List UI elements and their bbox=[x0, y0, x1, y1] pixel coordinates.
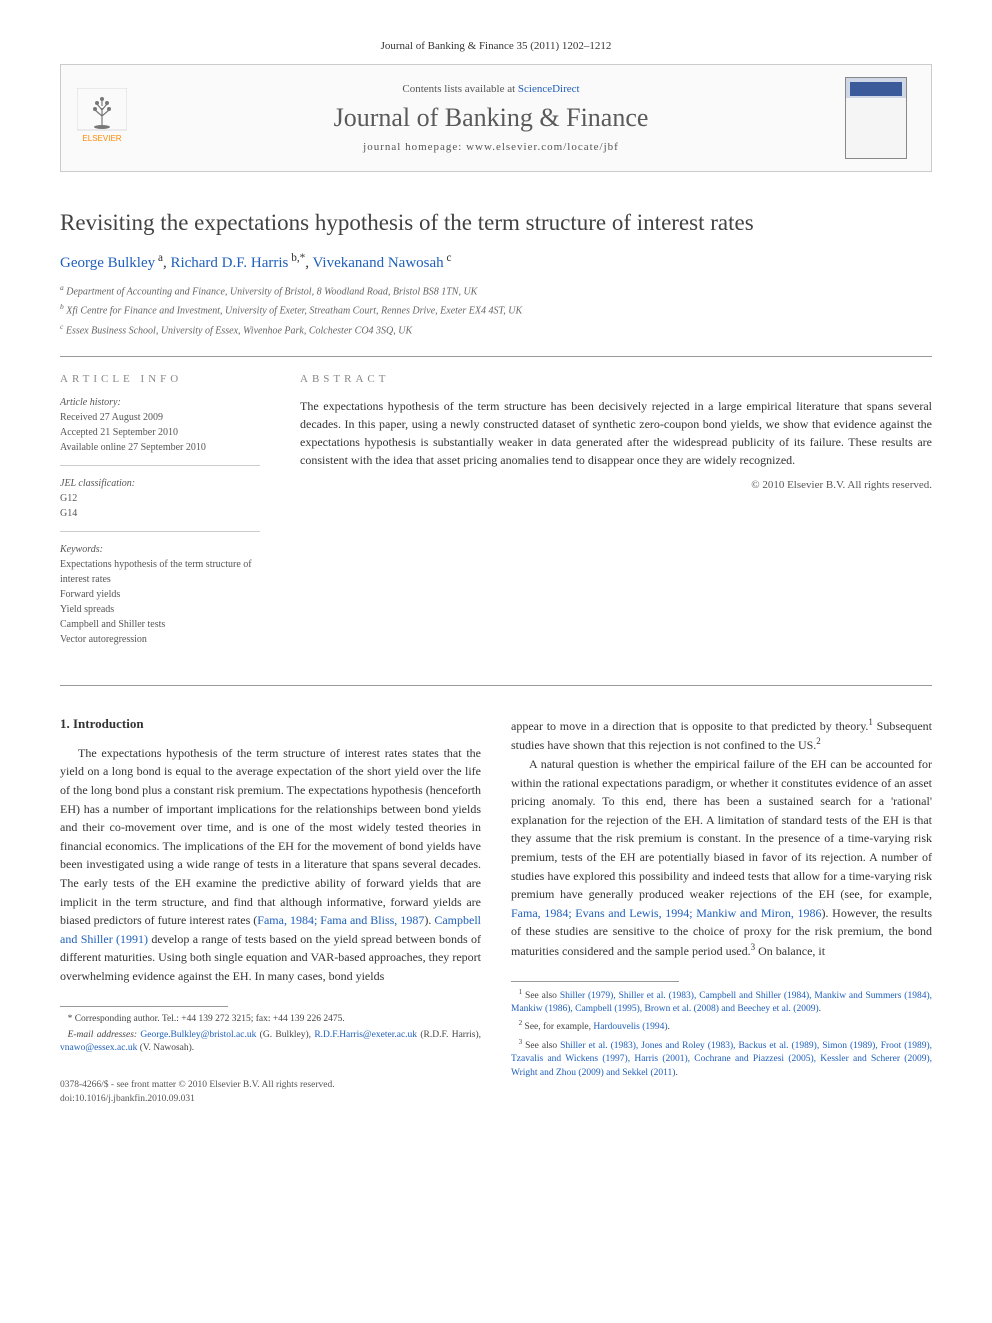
jel-code: G14 bbox=[60, 506, 260, 521]
intro-paragraph: The expectations hypothesis of the term … bbox=[60, 744, 481, 986]
affiliation-a: a Department of Accounting and Finance, … bbox=[60, 282, 932, 299]
authors-line: George Bulkley a, Richard D.F. Harris b,… bbox=[60, 252, 932, 272]
footnote-1: 1 See also Shiller (1979), Shiller et al… bbox=[511, 988, 932, 1017]
footnote-3: 3 See also Shiller et al. (1983), Jones … bbox=[511, 1038, 932, 1080]
intro-heading: 1. Introduction bbox=[60, 716, 481, 732]
abstract-heading: ABSTRACT bbox=[300, 373, 932, 385]
svg-text:ELSEVIER: ELSEVIER bbox=[82, 134, 121, 143]
footnote-2: 2 See, for example, Hardouvelis (1994). bbox=[511, 1019, 932, 1034]
abstract-copyright: © 2010 Elsevier B.V. All rights reserved… bbox=[300, 479, 932, 491]
email-link[interactable]: R.D.F.Harris@exeter.ac.uk bbox=[314, 1030, 417, 1040]
contents-available-line: Contents lists available at ScienceDirec… bbox=[137, 83, 845, 95]
bottom-copyright-block: 0378-4266/$ - see front matter © 2010 El… bbox=[60, 1079, 481, 1106]
citation-link[interactable]: Shiller (1979), Shiller et al. (1983), C… bbox=[511, 991, 932, 1014]
keyword: Expectations hypothesis of the term stru… bbox=[60, 557, 260, 587]
intro-paragraph-cont: appear to move in a direction that is op… bbox=[511, 716, 932, 755]
keyword: Campbell and Shiller tests bbox=[60, 617, 260, 632]
corresponding-footnote: * Corresponding author. Tel.: +44 139 27… bbox=[60, 1013, 481, 1056]
affil-marker: a bbox=[155, 252, 163, 264]
author-link[interactable]: Richard D.F. Harris bbox=[170, 255, 288, 271]
article-info-column: ARTICLE INFO Article history: Received 2… bbox=[60, 373, 260, 669]
abstract-text: The expectations hypothesis of the term … bbox=[300, 397, 932, 469]
footnote-rule bbox=[60, 1006, 228, 1007]
elsevier-tree-logo: ELSEVIER bbox=[77, 88, 127, 144]
journal-cover-container bbox=[845, 77, 915, 159]
author-link[interactable]: Vivekanand Nawosah bbox=[313, 255, 444, 271]
keyword: Yield spreads bbox=[60, 602, 260, 617]
citation-link[interactable]: Hardouvelis (1994) bbox=[593, 1023, 667, 1033]
footnote-marker: 3 bbox=[751, 942, 756, 952]
journal-header-center: Contents lists available at ScienceDirec… bbox=[137, 83, 845, 153]
left-column: 1. Introduction The expectations hypothe… bbox=[60, 716, 481, 1106]
keyword: Vector autoregression bbox=[60, 632, 260, 647]
affiliation-text: Essex Business School, University of Ess… bbox=[66, 325, 412, 336]
corresponding-marker: * bbox=[300, 252, 306, 264]
journal-homepage-line: journal homepage: www.elsevier.com/locat… bbox=[137, 141, 845, 153]
jel-label: JEL classification: bbox=[60, 478, 260, 489]
citation-link[interactable]: Fama, 1984; Fama and Bliss, 1987 bbox=[257, 913, 424, 927]
history-accepted: Accepted 21 September 2010 bbox=[60, 425, 260, 440]
intro-body-right: appear to move in a direction that is op… bbox=[511, 716, 932, 961]
jel-code: G12 bbox=[60, 491, 260, 506]
keywords-label: Keywords: bbox=[60, 544, 260, 555]
keyword: Forward yields bbox=[60, 587, 260, 602]
abstract-column: ABSTRACT The expectations hypothesis of … bbox=[300, 373, 932, 669]
email-line: E-mail addresses: George.Bulkley@bristol… bbox=[60, 1029, 481, 1056]
author-link[interactable]: George Bulkley bbox=[60, 255, 155, 271]
affiliation-text: Xfi Centre for Finance and Investment, U… bbox=[66, 306, 522, 317]
affil-marker: b, bbox=[288, 252, 299, 264]
article-title: Revisiting the expectations hypothesis o… bbox=[60, 208, 932, 238]
affil-marker: c bbox=[444, 252, 452, 264]
citation-link[interactable]: Fama, 1984; Evans and Lewis, 1994; Manki… bbox=[511, 906, 822, 920]
corr-author-line: * Corresponding author. Tel.: +44 139 27… bbox=[60, 1013, 481, 1026]
homepage-prefix: journal homepage: bbox=[363, 141, 466, 153]
body-columns: 1. Introduction The expectations hypothe… bbox=[60, 716, 932, 1106]
footnote-marker: 2 bbox=[816, 736, 821, 746]
footnote-rule bbox=[511, 981, 679, 982]
history-online: Available online 27 September 2010 bbox=[60, 440, 260, 455]
article-info-heading: ARTICLE INFO bbox=[60, 373, 260, 385]
homepage-url: www.elsevier.com/locate/jbf bbox=[466, 141, 619, 153]
issn-line: 0378-4266/$ - see front matter © 2010 El… bbox=[60, 1079, 481, 1092]
contents-prefix: Contents lists available at bbox=[402, 83, 517, 95]
citation-link[interactable]: Shiller et al. (1983), Jones and Roley (… bbox=[511, 1041, 932, 1078]
journal-reference: Journal of Banking & Finance 35 (2011) 1… bbox=[60, 40, 932, 52]
footnote-marker: 1 bbox=[868, 717, 873, 727]
right-footnotes: 1 See also Shiller (1979), Shiller et al… bbox=[511, 988, 932, 1080]
journal-header-box: ELSEVIER Contents lists available at Sci… bbox=[60, 64, 932, 172]
sciencedirect-link[interactable]: ScienceDirect bbox=[518, 83, 580, 95]
affiliations-block: a Department of Accounting and Finance, … bbox=[60, 282, 932, 338]
right-column: appear to move in a direction that is op… bbox=[511, 716, 932, 1106]
history-received: Received 27 August 2009 bbox=[60, 410, 260, 425]
meta-abstract-row: ARTICLE INFO Article history: Received 2… bbox=[60, 356, 932, 686]
doi-line: doi:10.1016/j.jbankfin.2010.09.031 bbox=[60, 1093, 481, 1106]
affiliation-c: c Essex Business School, University of E… bbox=[60, 321, 932, 338]
email-label: E-mail addresses: bbox=[68, 1030, 141, 1040]
intro-paragraph: A natural question is whether the empiri… bbox=[511, 755, 932, 961]
history-label: Article history: bbox=[60, 397, 260, 408]
journal-name: Journal of Banking & Finance bbox=[137, 103, 845, 133]
email-link[interactable]: George.Bulkley@bristol.ac.uk bbox=[140, 1030, 256, 1040]
journal-cover-thumbnail bbox=[845, 77, 907, 159]
publisher-logo-container: ELSEVIER bbox=[77, 88, 137, 148]
affiliation-b: b Xfi Centre for Finance and Investment,… bbox=[60, 301, 932, 318]
email-link[interactable]: vnawo@essex.ac.uk bbox=[60, 1043, 137, 1053]
affiliation-text: Department of Accounting and Finance, Un… bbox=[66, 286, 477, 297]
intro-body-left: The expectations hypothesis of the term … bbox=[60, 744, 481, 986]
